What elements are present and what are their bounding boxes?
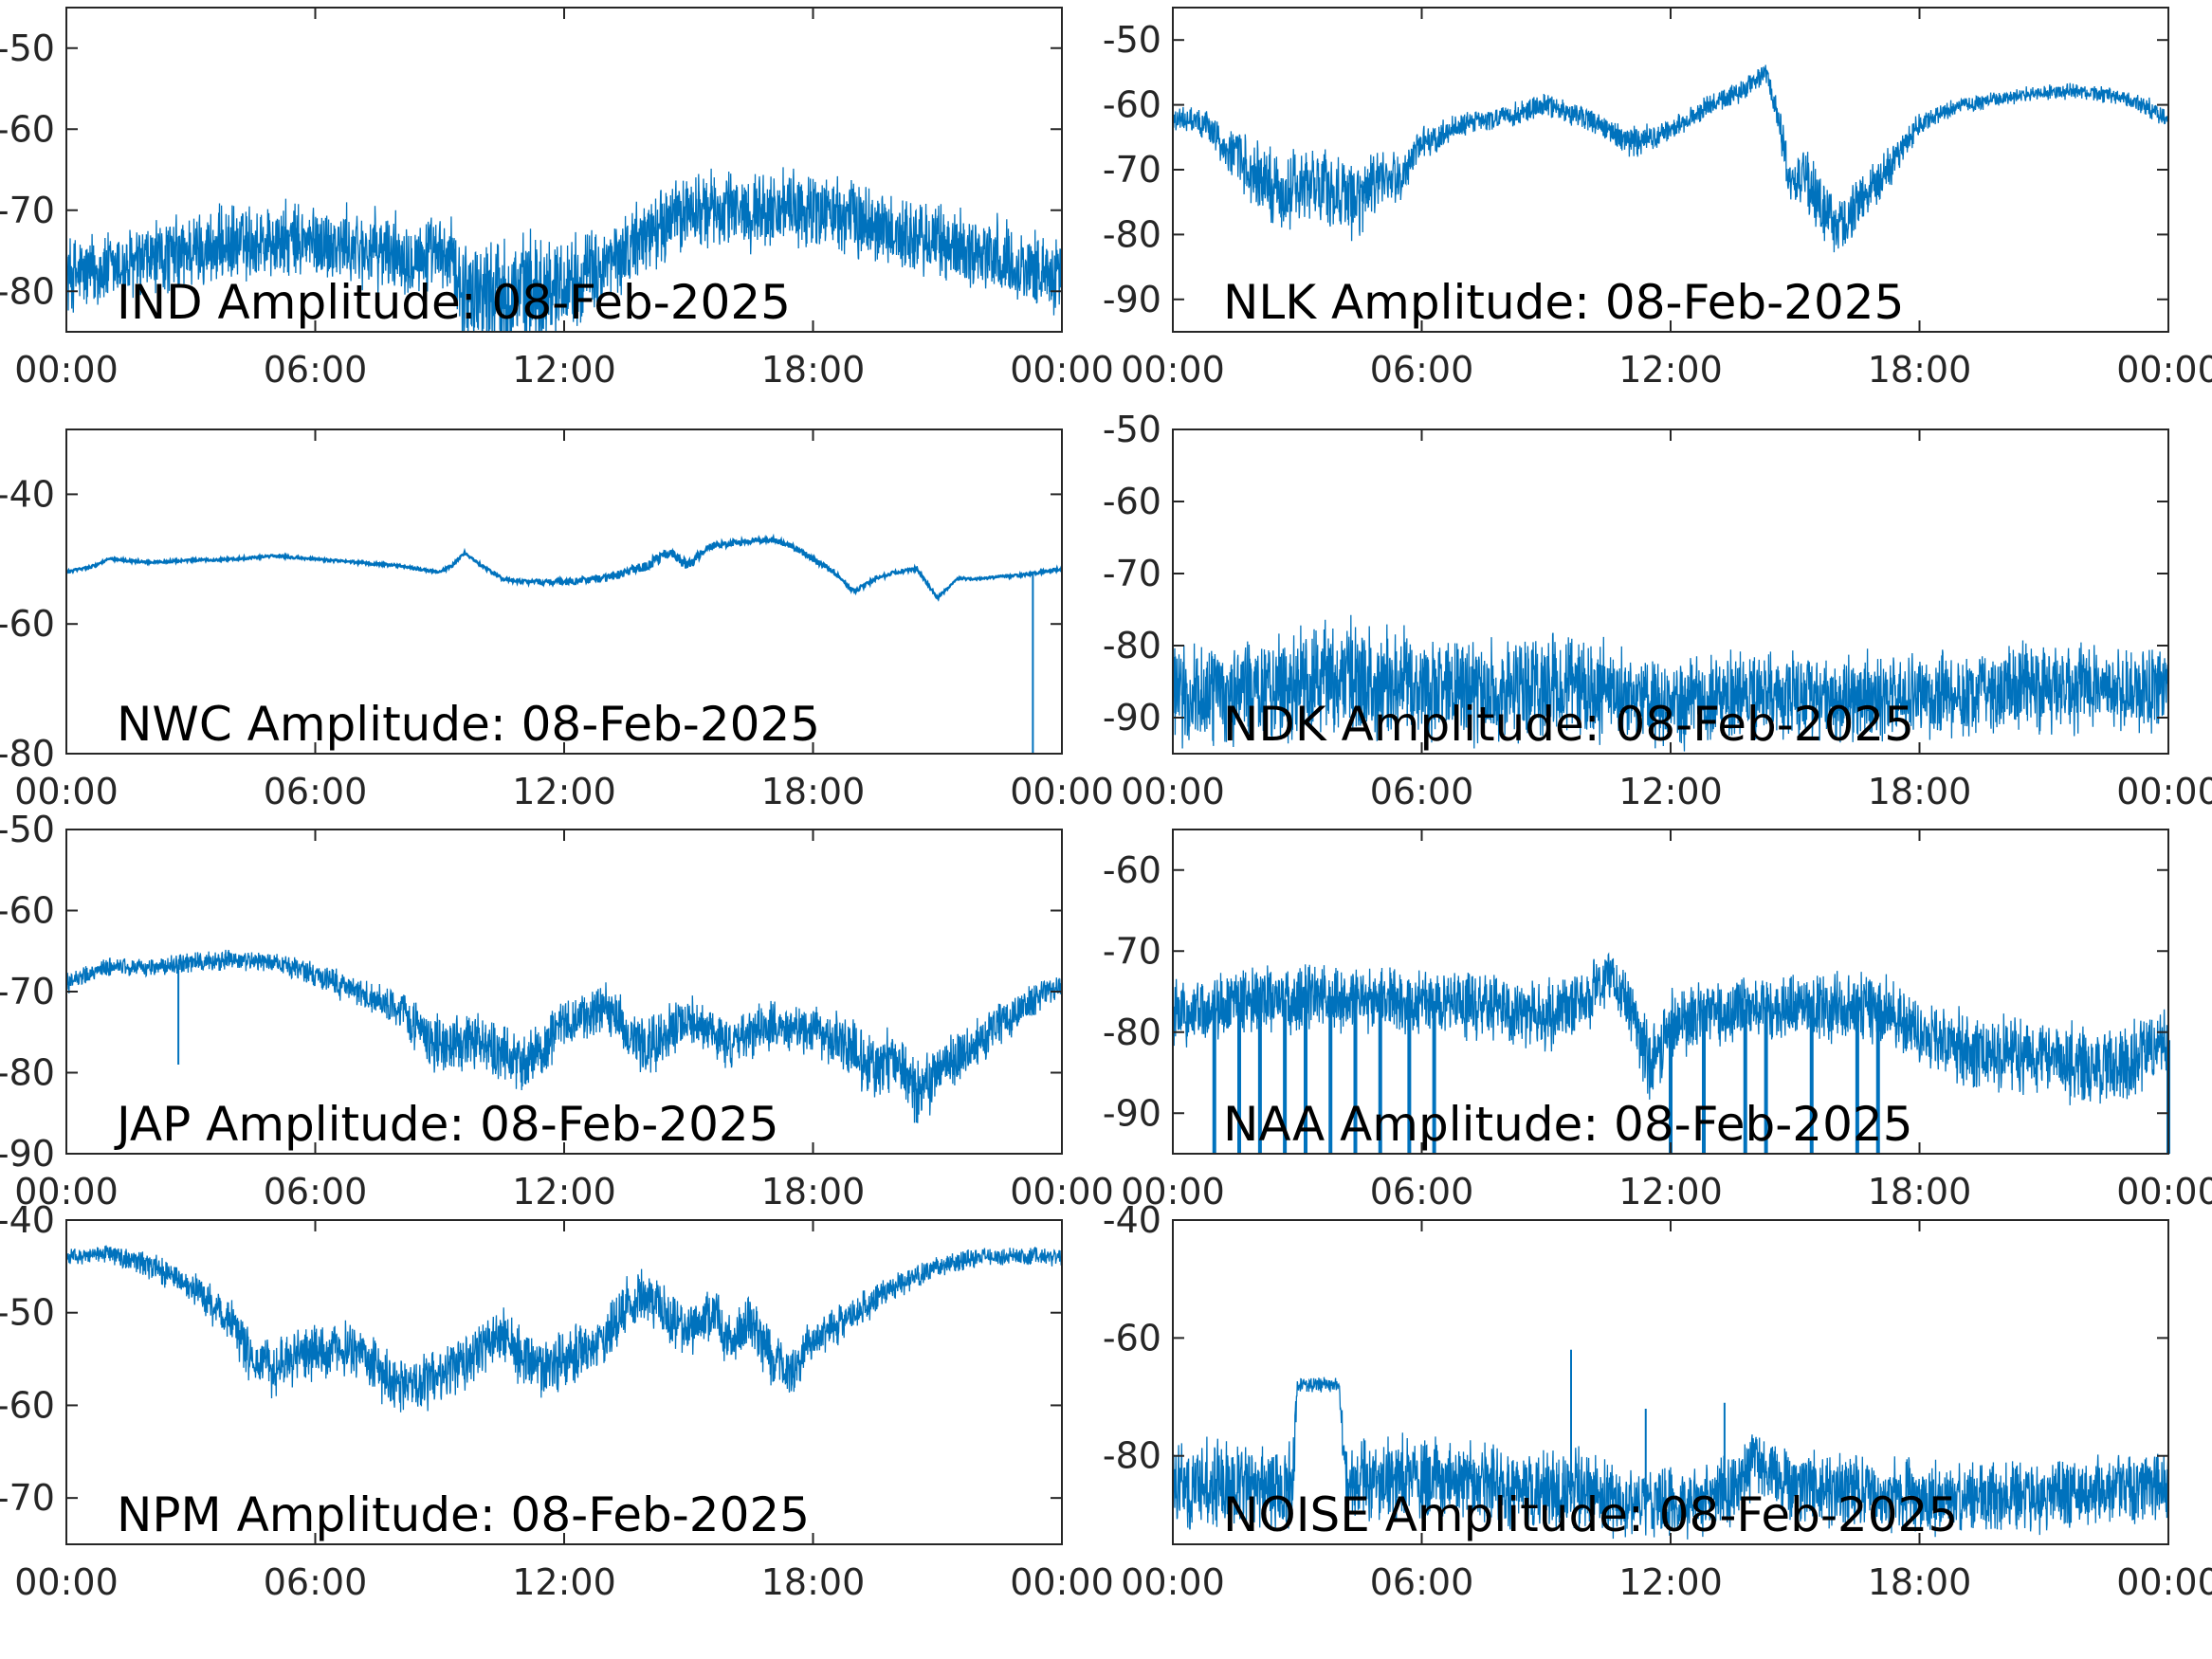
x-tick-label: 18:00 <box>1868 771 1972 812</box>
panel-7: 00:00 06:00 12:00 18:00 00:00 -70 -60 -50 -40 NPM… <box>0 1199 1114 1603</box>
series-line <box>1173 1376 2168 1540</box>
x-tick-label: 06:00 <box>264 1171 368 1212</box>
y-tick-label: -70 <box>1103 149 1161 191</box>
y-tick-label: -80 <box>0 270 55 312</box>
y-tick-label: -60 <box>1103 849 1161 891</box>
series-line <box>66 949 1062 1123</box>
x-tick-label: 12:00 <box>1618 1561 1723 1603</box>
series-line <box>1173 614 2168 752</box>
y-tick-label: -50 <box>0 809 55 850</box>
series-line <box>66 167 1062 332</box>
x-tick-label: 00:00 <box>2116 1561 2212 1603</box>
panel-2: 00:00 06:00 12:00 18:00 00:00 -90 -80 -70 -60 -50… <box>1103 7 2212 391</box>
y-tick-label: -80 <box>1103 1012 1161 1053</box>
x-tick-label: 06:00 <box>264 771 368 812</box>
y-tick-label: -60 <box>1103 481 1161 522</box>
y-tick-label: -70 <box>0 971 55 1012</box>
y-tick-label: -60 <box>0 890 55 932</box>
x-tick-label: 00:00 <box>14 771 119 812</box>
panel-title: NLK Amplitude: 08-Feb-2025 <box>1223 275 1904 330</box>
y-tick-label: -80 <box>1103 1435 1161 1477</box>
y-tick-label: -40 <box>0 1199 55 1241</box>
x-tick-label: 00:00 <box>14 1561 119 1603</box>
y-tick-label: -70 <box>0 190 55 231</box>
panel-8: 00:00 06:00 12:00 18:00 00:00 -80 -60 -40 NOISE … <box>1103 1199 2212 1603</box>
y-tick-label: -60 <box>0 603 55 645</box>
x-tick-label: 00:00 <box>2116 349 2212 391</box>
x-tick-label: 12:00 <box>1618 349 1723 391</box>
x-tick-label: 18:00 <box>761 349 866 391</box>
y-tick-label: -50 <box>1103 19 1161 61</box>
x-tick-label: 00:00 <box>1121 1171 1225 1212</box>
x-tick-label: 06:00 <box>1370 1561 1474 1603</box>
y-tick-label: -90 <box>1103 1092 1161 1134</box>
y-tick-label: -90 <box>1103 279 1161 320</box>
x-tick-label: 18:00 <box>1868 1171 1972 1212</box>
x-tick-label: 18:00 <box>761 1561 866 1603</box>
y-tick-label: -80 <box>1103 625 1161 666</box>
panel-4: 00:00 06:00 12:00 18:00 00:00 -90 -80 -70 -60 -50… <box>1103 409 2212 812</box>
panel-1: 00:00 06:00 12:00 18:00 00:00 -80 -70 -60 -50 IND… <box>0 7 1114 391</box>
x-tick-label: 06:00 <box>1370 349 1474 391</box>
panel-title: IND Amplitude: 08-Feb-2025 <box>117 275 791 330</box>
y-tick-label: -60 <box>0 108 55 150</box>
series-line <box>1173 64 2168 253</box>
x-tick-label: 06:00 <box>264 349 368 391</box>
panel-title: NPM Amplitude: 08-Feb-2025 <box>117 1487 810 1542</box>
x-tick-label: 00:00 <box>1121 771 1225 812</box>
x-tick-label: 12:00 <box>1618 1171 1723 1212</box>
y-tick-label: -40 <box>1103 1199 1161 1241</box>
y-tick-label: -50 <box>0 27 55 69</box>
y-tick-label: -50 <box>0 1292 55 1334</box>
y-tick-label: -70 <box>1103 930 1161 972</box>
x-tick-label: 00:00 <box>1010 771 1114 812</box>
x-tick-label: 06:00 <box>1370 1171 1474 1212</box>
panel-title: NDK Amplitude: 08-Feb-2025 <box>1223 697 1914 752</box>
x-tick-label: 00:00 <box>1121 349 1225 391</box>
x-tick-label: 00:00 <box>1010 1171 1114 1212</box>
panel-title: JAP Amplitude: 08-Feb-2025 <box>114 1097 779 1152</box>
x-tick-label: 00:00 <box>1010 1561 1114 1603</box>
x-tick-label: 12:00 <box>512 771 616 812</box>
y-tick-label: -60 <box>0 1384 55 1426</box>
x-tick-label: 00:00 <box>1121 1561 1225 1603</box>
y-tick-label: -80 <box>0 733 55 775</box>
y-tick-label: -90 <box>1103 697 1161 738</box>
y-tick-label: -90 <box>0 1133 55 1175</box>
x-tick-label: 18:00 <box>1868 349 1972 391</box>
y-tick-label: -70 <box>1103 553 1161 594</box>
x-tick-label: 06:00 <box>264 1561 368 1603</box>
y-tick-label: -60 <box>1103 84 1161 126</box>
x-tick-label: 18:00 <box>761 1171 866 1212</box>
x-tick-label: 12:00 <box>512 1561 616 1603</box>
x-tick-label: 00:00 <box>14 349 119 391</box>
x-tick-label: 12:00 <box>1618 771 1723 812</box>
x-tick-label: 18:00 <box>1868 1561 1972 1603</box>
x-tick-label: 00:00 <box>2116 771 2212 812</box>
panel-title: NWC Amplitude: 08-Feb-2025 <box>117 697 820 752</box>
panel-title: NAA Amplitude: 08-Feb-2025 <box>1223 1097 1913 1152</box>
series-line <box>66 533 1062 602</box>
y-tick-label: -80 <box>0 1052 55 1094</box>
x-tick-label: 00:00 <box>14 1171 119 1212</box>
y-tick-label: -60 <box>1103 1317 1161 1358</box>
panel-title: NOISE Amplitude: 08-Feb-2025 <box>1223 1487 1958 1542</box>
x-tick-label: 00:00 <box>1010 349 1114 391</box>
x-tick-label: 00:00 <box>2116 1171 2212 1212</box>
x-tick-label: 18:00 <box>761 771 866 812</box>
panel-5: 00:00 06:00 12:00 18:00 00:00-90-80-70-60-50… <box>0 809 1114 1212</box>
y-tick-label: -40 <box>0 473 55 515</box>
y-tick-label: -80 <box>1103 213 1161 255</box>
x-tick-label: 12:00 <box>512 1171 616 1212</box>
x-tick-label: 12:00 <box>512 349 616 391</box>
x-tick-label: 06:00 <box>1370 771 1474 812</box>
series-line <box>66 1245 1062 1413</box>
panel-6: 00:00 06:00 12:00 18:00 00:00 -90 -80 -70 -60 NAA… <box>1103 829 2212 1212</box>
y-tick-label: -70 <box>0 1477 55 1519</box>
y-tick-label: -50 <box>1103 409 1161 450</box>
